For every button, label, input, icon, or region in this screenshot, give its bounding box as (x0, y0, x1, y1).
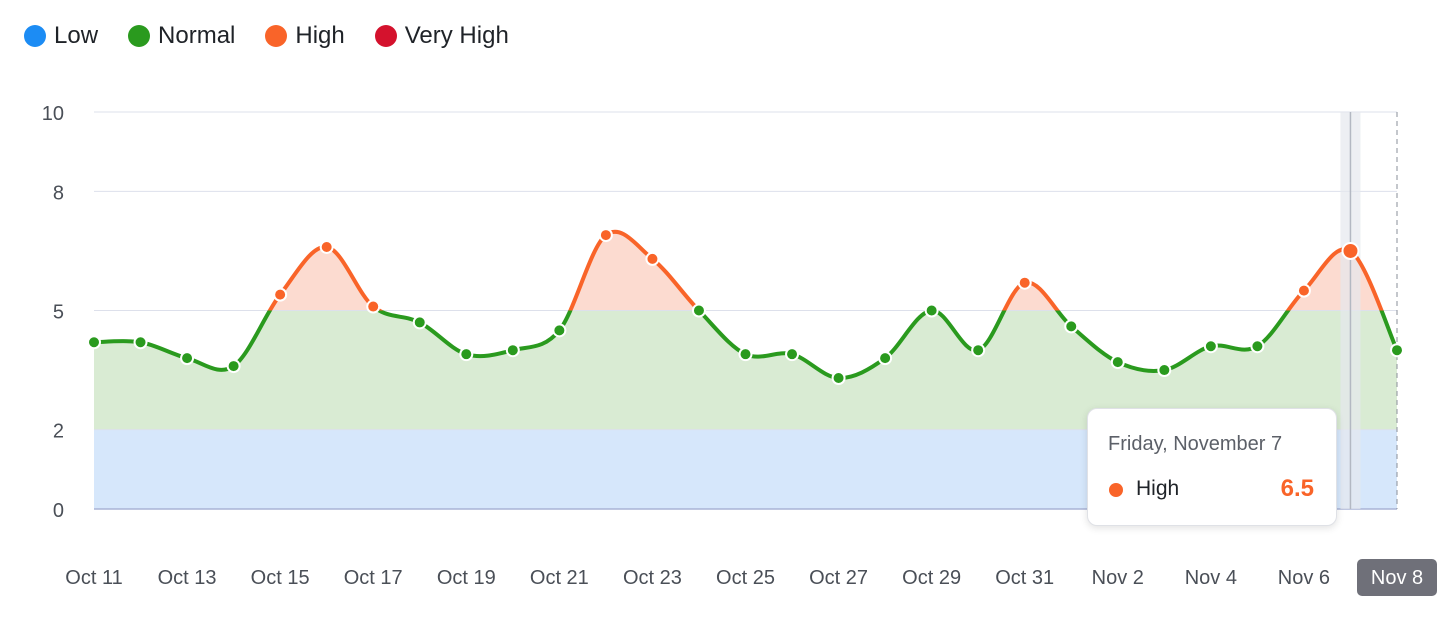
x-tick-highlight (1357, 559, 1437, 596)
data-point (1203, 339, 1218, 354)
tooltip-series-label: High (1136, 477, 1180, 500)
x-tick-label: Nov 8 (1371, 567, 1423, 589)
x-tick-label: Oct 21 (530, 567, 589, 589)
x-tick-label: Nov 4 (1185, 567, 1237, 589)
data-point (598, 228, 613, 243)
data-point (691, 303, 706, 318)
y-tick-label: 2 (53, 421, 64, 443)
legend-item-normal[interactable]: Normal (128, 22, 235, 50)
data-point (180, 351, 195, 366)
data-point (645, 251, 660, 266)
legend-label: Low (54, 22, 99, 49)
legend-label: Normal (158, 22, 236, 49)
x-tick-label: Oct 25 (716, 567, 775, 589)
data-point (971, 343, 986, 358)
data-point (459, 347, 474, 362)
data-point (412, 315, 427, 330)
data-point (831, 370, 846, 385)
x-tick-label: Oct 27 (809, 567, 868, 589)
legend-dot-icon (24, 25, 46, 47)
data-point (1250, 339, 1265, 354)
data-point (1296, 283, 1311, 298)
data-point (226, 359, 241, 374)
y-tick-label: 8 (53, 182, 64, 204)
legend: Low Normal High Very High (24, 22, 509, 50)
tooltip-value: 6.5 (1280, 475, 1314, 502)
data-point (785, 347, 800, 362)
data-point (552, 323, 567, 338)
x-tick-label: Oct 13 (158, 567, 217, 589)
data-point (1017, 275, 1032, 290)
x-tick-label: Oct 29 (902, 567, 961, 589)
data-point (1341, 241, 1360, 260)
legend-dot-icon (128, 25, 151, 47)
data-point (505, 343, 520, 358)
data-point (1390, 343, 1404, 358)
tooltip-date: Friday, November 7 (1108, 433, 1283, 455)
legend-item-low[interactable]: Low (24, 22, 98, 50)
series-line-high (267, 229, 1384, 311)
y-tick-label: 10 (42, 103, 64, 125)
data-point (878, 351, 893, 366)
x-tick-label: Oct 23 (623, 567, 682, 589)
data-point (87, 335, 101, 350)
data-point (1110, 355, 1125, 370)
x-tick-label: Oct 17 (344, 567, 403, 589)
legend-dot-icon (374, 25, 397, 47)
x-tick-label: Nov 6 (1278, 567, 1330, 589)
legend-item-high[interactable]: High (265, 22, 345, 50)
tooltip: Friday, November 7 High 6.5 (1087, 408, 1337, 526)
data-point (366, 299, 381, 314)
data-point (273, 287, 288, 302)
x-tick-label: Oct 31 (995, 567, 1054, 589)
legend-dot-icon (265, 25, 288, 47)
legend-item-very-high[interactable]: Very High (374, 22, 509, 50)
x-tick-label: Oct 15 (251, 567, 310, 589)
data-point (738, 347, 753, 362)
data-point (133, 335, 148, 350)
x-tick-label: Oct 11 (65, 567, 122, 589)
data-point (1157, 363, 1172, 378)
y-tick-label: 0 (53, 500, 64, 522)
tooltip-dot-icon (1109, 483, 1123, 497)
legend-label: Very High (404, 22, 509, 49)
data-point (1064, 319, 1079, 334)
x-tick-label: Oct 19 (437, 567, 496, 589)
y-tick-label: 5 (53, 302, 64, 324)
data-point (319, 239, 334, 254)
legend-label: High (295, 22, 345, 49)
x-tick-label: Nov 2 (1092, 567, 1144, 589)
data-point (924, 303, 939, 318)
